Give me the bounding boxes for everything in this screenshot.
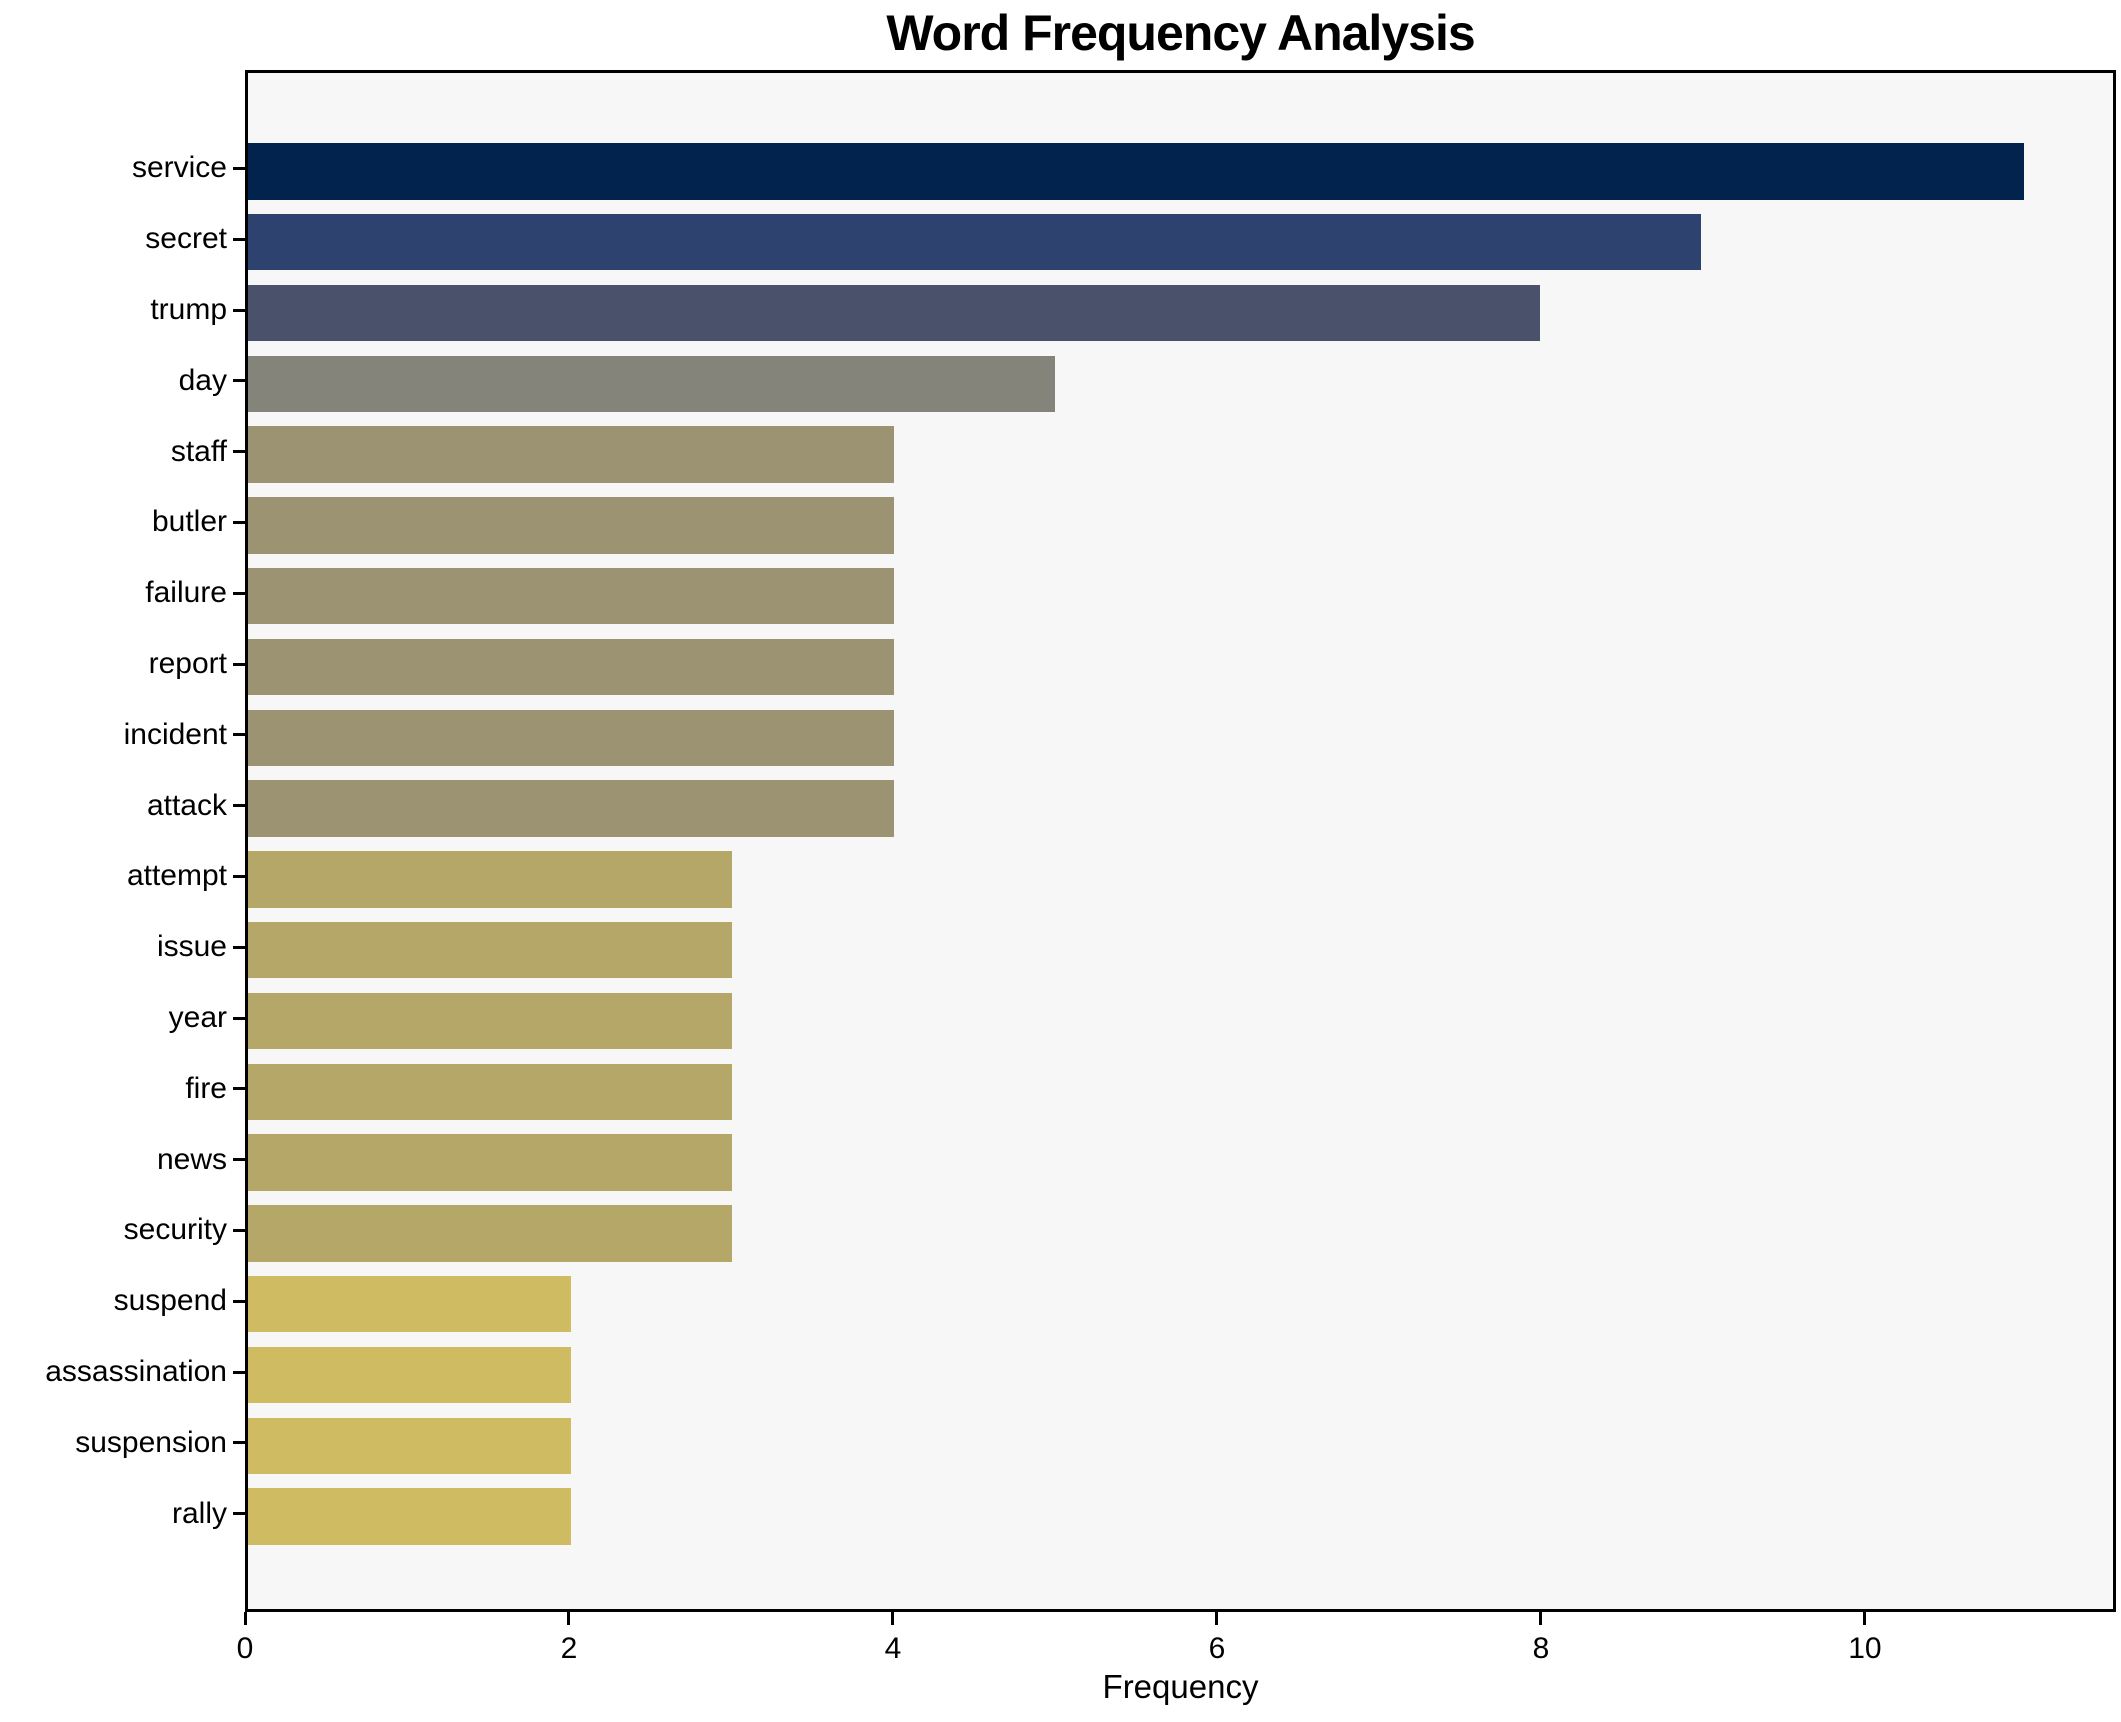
y-tick-label-security: security <box>123 1213 227 1247</box>
y-tick-mark <box>233 1158 245 1162</box>
y-tick-label-fire: fire <box>185 1071 227 1105</box>
y-tick-label-incident: incident <box>123 717 227 751</box>
y-tick-label-day: day <box>178 363 227 397</box>
y-tick-label-suspend: suspend <box>113 1284 227 1318</box>
y-tick-mark <box>233 1370 245 1374</box>
bar-assassination <box>248 1346 571 1404</box>
bar-butler <box>248 497 894 554</box>
y-tick-label-service: service <box>131 151 227 185</box>
x-tick-mark <box>1539 1612 1543 1625</box>
bar-attempt <box>248 851 733 908</box>
y-tick-label-issue: issue <box>156 930 227 964</box>
bar-fire <box>248 1063 733 1121</box>
x-tick-label-6: 6 <box>1208 1632 1226 1665</box>
y-tick-mark <box>233 591 245 595</box>
y-tick-mark <box>233 874 245 878</box>
x-tick-label-0: 0 <box>236 1632 254 1665</box>
x-tick-mark <box>567 1612 571 1625</box>
y-tick-mark <box>233 662 245 666</box>
y-tick-mark <box>233 450 245 454</box>
bar-failure <box>248 567 894 625</box>
bar-secret <box>248 213 1702 271</box>
y-tick-label-year: year <box>168 1001 227 1034</box>
y-tick-mark <box>233 1441 245 1445</box>
bar-report <box>248 638 894 696</box>
y-tick-mark <box>233 733 245 737</box>
chart-title: Word Frequency Analysis <box>886 5 1475 61</box>
y-tick-mark <box>233 379 245 383</box>
y-tick-label-butler: butler <box>151 505 227 539</box>
y-tick-mark <box>233 1087 245 1091</box>
x-tick-mark <box>1863 1612 1867 1625</box>
bar-service <box>248 143 2025 200</box>
plot-area <box>245 70 2116 1612</box>
y-tick-label-staff: staff <box>170 434 227 468</box>
bar-attack <box>248 780 894 837</box>
y-tick-label-news: news <box>156 1142 227 1176</box>
y-tick-label-report: report <box>148 647 227 680</box>
y-tick-label-assassination: assassination <box>45 1355 227 1388</box>
bar-year <box>248 992 733 1050</box>
x-axis-label: Frequency <box>1102 1668 1259 1705</box>
y-tick-mark <box>233 308 245 312</box>
bar-suspend <box>248 1275 571 1333</box>
x-tick-label-8: 8 <box>1532 1632 1550 1665</box>
y-tick-label-rally: rally <box>171 1496 227 1530</box>
x-tick-label-2: 2 <box>560 1632 578 1665</box>
x-tick-mark <box>891 1612 895 1625</box>
y-tick-label-trump: trump <box>150 293 227 326</box>
y-tick-label-suspension: suspension <box>75 1425 227 1459</box>
y-tick-label-secret: secret <box>145 222 227 256</box>
x-tick-label-4: 4 <box>884 1632 902 1665</box>
bar-news <box>248 1134 733 1191</box>
bar-suspension <box>248 1417 571 1475</box>
y-tick-mark <box>233 166 245 170</box>
y-tick-mark <box>233 1299 245 1303</box>
y-tick-label-attempt: attempt <box>126 859 227 893</box>
bar-issue <box>248 921 733 979</box>
bar-staff <box>248 426 894 483</box>
x-tick-mark <box>243 1612 247 1625</box>
y-tick-mark <box>233 1228 245 1232</box>
x-tick-label-10: 10 <box>1848 1632 1882 1665</box>
bar-security <box>248 1205 733 1262</box>
bar-rally <box>248 1488 571 1545</box>
y-tick-mark <box>233 520 245 524</box>
y-tick-mark <box>233 237 245 241</box>
y-tick-label-failure: failure <box>145 576 227 610</box>
y-tick-label-attack: attack <box>146 788 227 822</box>
bar-day <box>248 355 1056 413</box>
x-tick-mark <box>1215 1612 1219 1625</box>
bar-incident <box>248 709 894 767</box>
y-tick-mark <box>233 1512 245 1516</box>
bar-trump <box>248 284 1540 342</box>
y-tick-mark <box>233 1016 245 1020</box>
y-tick-mark <box>233 804 245 808</box>
y-tick-mark <box>233 945 245 949</box>
